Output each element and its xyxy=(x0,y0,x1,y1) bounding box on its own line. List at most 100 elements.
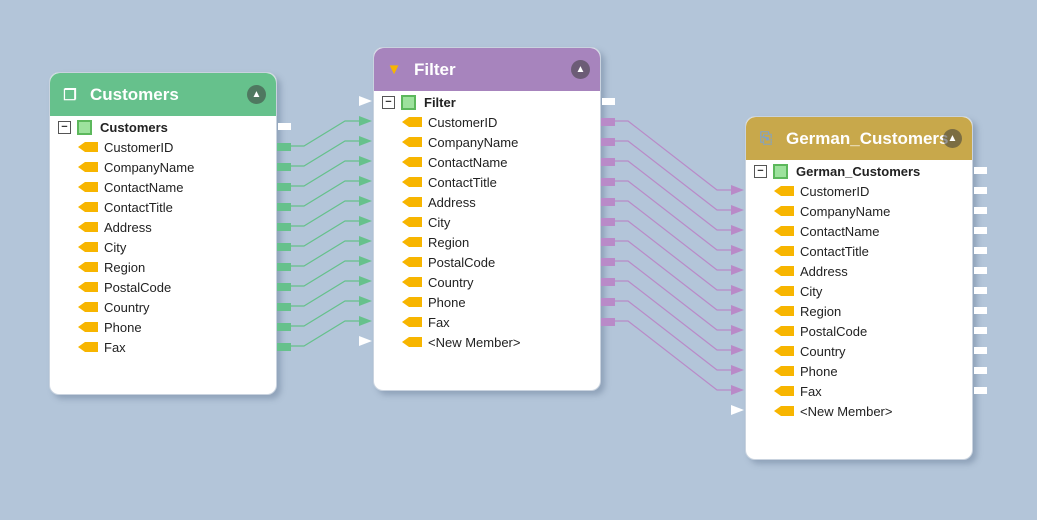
connection-line[interactable] xyxy=(290,300,359,327)
connection-line[interactable] xyxy=(290,260,359,287)
output-port[interactable] xyxy=(601,238,615,246)
output-port[interactable] xyxy=(601,178,615,186)
member-item[interactable]: ContactName xyxy=(746,221,987,241)
member-item[interactable]: Region xyxy=(374,232,615,252)
collapse-tree-icon[interactable]: − xyxy=(382,95,395,109)
input-port-arrow[interactable] xyxy=(731,245,744,255)
german-customers-header[interactable]: ⎘ German_Customers ▲ xyxy=(746,117,972,160)
connection-line[interactable] xyxy=(290,140,359,167)
member-item[interactable]: Country xyxy=(50,297,291,317)
member-item[interactable]: ContactTitle xyxy=(374,172,615,192)
collapse-icon[interactable]: ▲ xyxy=(571,60,590,79)
input-port-arrow[interactable] xyxy=(359,176,372,186)
input-port-arrow[interactable] xyxy=(731,285,744,295)
connection-line[interactable] xyxy=(290,320,359,347)
root-item[interactable]: − German_Customers xyxy=(746,161,987,181)
member-item[interactable]: Phone xyxy=(746,361,987,381)
member-item[interactable]: Fax xyxy=(746,381,987,401)
member-item[interactable]: Region xyxy=(746,301,987,321)
member-item[interactable]: Fax xyxy=(374,312,615,332)
output-port[interactable] xyxy=(277,243,291,251)
input-port-arrow[interactable] xyxy=(359,316,372,326)
input-port-arrow[interactable] xyxy=(359,236,372,246)
output-port[interactable] xyxy=(974,327,987,334)
output-port[interactable] xyxy=(277,323,291,331)
connection-line[interactable] xyxy=(290,200,359,227)
output-port[interactable] xyxy=(277,343,291,351)
connection-line[interactable] xyxy=(290,120,359,147)
connection-line[interactable] xyxy=(290,220,359,247)
input-port-arrow[interactable] xyxy=(359,156,372,166)
output-port[interactable] xyxy=(601,118,615,126)
output-port[interactable] xyxy=(974,367,987,374)
input-port-arrow[interactable] xyxy=(359,276,372,286)
output-port[interactable] xyxy=(974,247,987,254)
input-port-arrow[interactable] xyxy=(359,216,372,226)
connection-line[interactable] xyxy=(614,320,731,391)
connection-line[interactable] xyxy=(614,260,731,331)
output-port[interactable] xyxy=(974,307,987,314)
member-item[interactable]: City xyxy=(50,237,291,257)
collapse-tree-icon[interactable]: − xyxy=(754,164,767,178)
input-port-arrow[interactable] xyxy=(359,196,372,206)
input-port-arrow[interactable] xyxy=(731,185,744,195)
input-port-arrow[interactable] xyxy=(731,365,744,375)
member-item[interactable]: CompanyName xyxy=(50,157,291,177)
member-item[interactable]: PostalCode xyxy=(746,321,987,341)
output-port[interactable] xyxy=(278,123,291,130)
member-item[interactable]: Country xyxy=(746,341,987,361)
input-port-arrow[interactable] xyxy=(359,96,372,106)
input-port-arrow[interactable] xyxy=(731,325,744,335)
input-port-arrow[interactable] xyxy=(359,296,372,306)
connection-line[interactable] xyxy=(290,280,359,307)
member-item[interactable]: ContactName xyxy=(374,152,615,172)
output-port[interactable] xyxy=(277,223,291,231)
connection-line[interactable] xyxy=(290,180,359,207)
input-port-arrow[interactable] xyxy=(731,265,744,275)
output-port[interactable] xyxy=(974,187,987,194)
member-item[interactable]: CustomerID xyxy=(50,137,291,157)
member-item[interactable]: CompanyName xyxy=(746,201,987,221)
output-port[interactable] xyxy=(601,278,615,286)
input-port-arrow[interactable] xyxy=(731,225,744,235)
input-port-arrow[interactable] xyxy=(359,256,372,266)
connection-line[interactable] xyxy=(290,240,359,267)
member-item[interactable]: Country xyxy=(374,272,615,292)
member-item[interactable]: City xyxy=(374,212,615,232)
connection-line[interactable] xyxy=(614,120,731,191)
customers-header[interactable]: ❐ Customers ▲ xyxy=(50,73,276,116)
output-port[interactable] xyxy=(974,227,987,234)
member-item[interactable]: Address xyxy=(50,217,291,237)
output-port[interactable] xyxy=(974,387,987,394)
collapse-tree-icon[interactable]: − xyxy=(58,120,71,134)
input-port-arrow[interactable] xyxy=(731,405,744,415)
root-item[interactable]: − Customers xyxy=(50,117,291,137)
output-port[interactable] xyxy=(974,347,987,354)
collapse-icon[interactable]: ▲ xyxy=(943,129,962,148)
output-port[interactable] xyxy=(601,298,615,306)
connection-line[interactable] xyxy=(614,300,731,371)
german-customers-node[interactable]: ⎘ German_Customers ▲ − German_Customers Cu… xyxy=(745,116,987,460)
member-item[interactable]: City xyxy=(746,281,987,301)
output-port[interactable] xyxy=(277,183,291,191)
output-port[interactable] xyxy=(601,138,615,146)
output-port[interactable] xyxy=(277,203,291,211)
input-port-arrow[interactable] xyxy=(359,136,372,146)
output-port[interactable] xyxy=(277,303,291,311)
member-item[interactable]: CustomerID xyxy=(746,181,987,201)
member-item[interactable]: <New Member> xyxy=(374,332,600,352)
output-port[interactable] xyxy=(601,218,615,226)
input-port-arrow[interactable] xyxy=(731,345,744,355)
root-item[interactable]: − Filter xyxy=(374,92,615,112)
customers-node[interactable]: ❐ Customers ▲ − Customers CustomerID Compan… xyxy=(49,72,291,395)
member-item[interactable]: ContactName xyxy=(50,177,291,197)
output-port[interactable] xyxy=(277,263,291,271)
connection-line[interactable] xyxy=(614,160,731,231)
connection-line[interactable] xyxy=(614,280,731,351)
input-port-arrow[interactable] xyxy=(731,385,744,395)
input-port-arrow[interactable] xyxy=(359,336,372,346)
member-item[interactable]: ContactTitle xyxy=(746,241,987,261)
output-port[interactable] xyxy=(277,163,291,171)
output-port[interactable] xyxy=(601,318,615,326)
member-item[interactable]: Address xyxy=(374,192,615,212)
